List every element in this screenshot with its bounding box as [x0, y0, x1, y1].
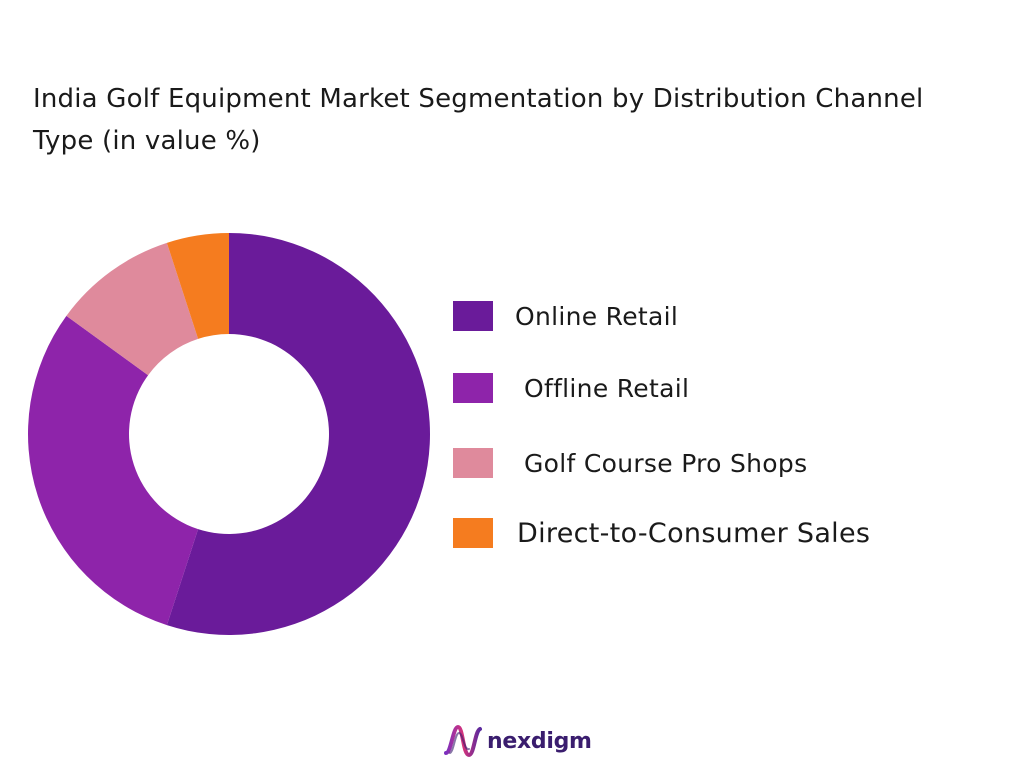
legend-item-offline-retail: Offline Retail: [453, 373, 689, 403]
legend-label-offline-retail: Offline Retail: [524, 373, 690, 403]
legend-swatch-direct-to-consumer-sales: [453, 518, 493, 548]
donut-chart: [27, 233, 431, 635]
legend-item-golf-course-pro-shops: Golf Course Pro Shops: [453, 448, 807, 478]
donut-slice-golf-course-pro-shops: [66, 242, 199, 376]
legend-item-direct-to-consumer-sales: Direct-to-Consumer Sales: [453, 517, 871, 549]
legend-swatch-golf-course-pro-shops: [453, 448, 493, 478]
nexdigm-wave-icon: [444, 724, 482, 758]
chart-legend: Online Retail Offline Retail Golf Course…: [453, 0, 1013, 768]
chart-title: India Golf Equipment Market Segmentation…: [33, 84, 924, 156]
donut-slice-direct-to-consumer-sales: [166, 233, 229, 339]
brand-name: nexdigm: [487, 728, 592, 754]
legend-item-online-retail: Online Retail: [453, 301, 678, 331]
brand-logo: nexdigm: [443, 723, 592, 759]
legend-label-golf-course-pro-shops: Golf Course Pro Shops: [524, 448, 808, 478]
donut-slice-online-retail: [166, 233, 431, 635]
donut-slice-offline-retail: [27, 315, 199, 626]
legend-swatch-online-retail: [453, 301, 493, 331]
legend-label-direct-to-consumer-sales: Direct-to-Consumer Sales: [517, 517, 871, 549]
legend-swatch-offline-retail: [453, 373, 493, 403]
legend-label-online-retail: Online Retail: [515, 301, 679, 331]
